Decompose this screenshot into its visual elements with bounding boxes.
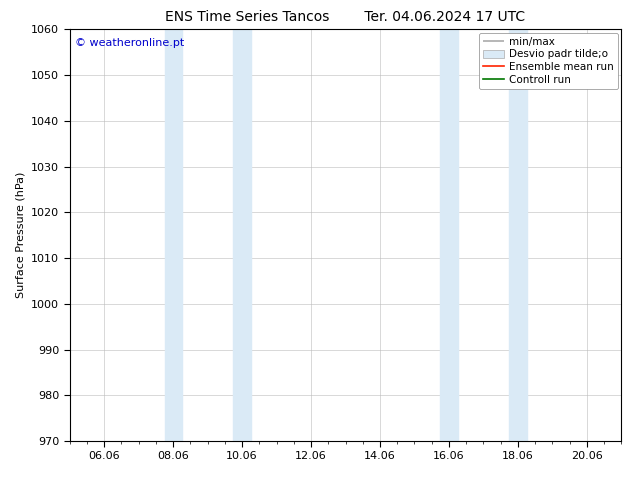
Bar (233, 29, 250, 441)
Legend: min/max, Desvio padr tilde;o, Ensemble mean run, Controll run: min/max, Desvio padr tilde;o, Ensemble m… (479, 32, 618, 89)
Text: © weatheronline.pt: © weatheronline.pt (75, 38, 184, 48)
Title: ENS Time Series Tancos        Ter. 04.06.2024 17 UTC: ENS Time Series Tancos Ter. 04.06.2024 1… (165, 10, 526, 24)
Y-axis label: Surface Pressure (hPa): Surface Pressure (hPa) (16, 172, 25, 298)
Bar (165, 29, 182, 441)
Bar (441, 29, 458, 441)
Bar (509, 29, 526, 441)
